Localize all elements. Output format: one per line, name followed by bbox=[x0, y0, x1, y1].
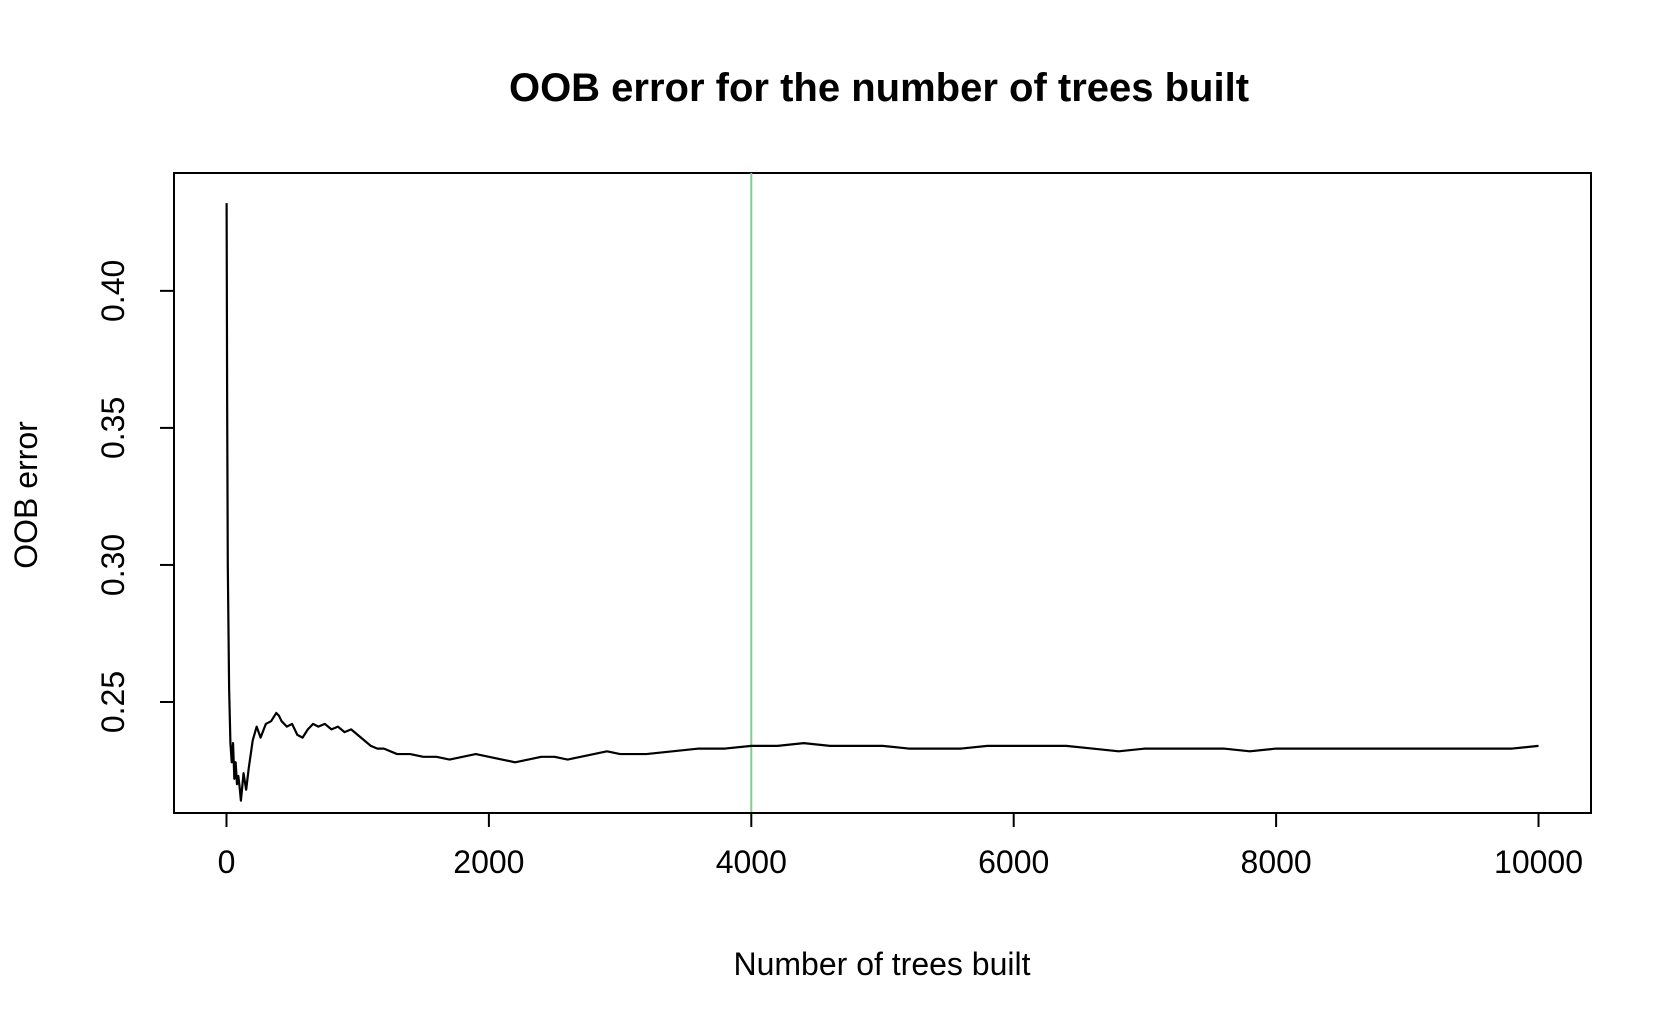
y-tick-label: 0.25 bbox=[95, 671, 131, 733]
x-axis: 0 2000 4000 6000 8000 10000 bbox=[218, 812, 1583, 880]
x-tick-label: 8000 bbox=[1241, 844, 1312, 880]
x-tick-label: 2000 bbox=[453, 844, 524, 880]
y-tick-label: 0.40 bbox=[95, 260, 131, 322]
y-axis-title: OOB error bbox=[8, 421, 44, 569]
x-tick-label: 0 bbox=[218, 844, 236, 880]
x-tick-label: 4000 bbox=[716, 844, 787, 880]
x-tick-label: 10000 bbox=[1494, 844, 1583, 880]
series-layer bbox=[225, 203, 1539, 802]
x-tick-label: 6000 bbox=[978, 844, 1049, 880]
y-tick-label: 0.30 bbox=[95, 534, 131, 596]
plot-frame bbox=[173, 172, 1592, 814]
series-line-0 bbox=[225, 203, 1539, 802]
chart-title: OOB error for the number of trees built bbox=[509, 66, 1249, 110]
y-tick-label: 0.35 bbox=[95, 397, 131, 459]
x-axis-title: Number of trees built bbox=[733, 946, 1030, 982]
y-axis: 0.25 0.30 0.35 0.40 bbox=[95, 260, 175, 733]
